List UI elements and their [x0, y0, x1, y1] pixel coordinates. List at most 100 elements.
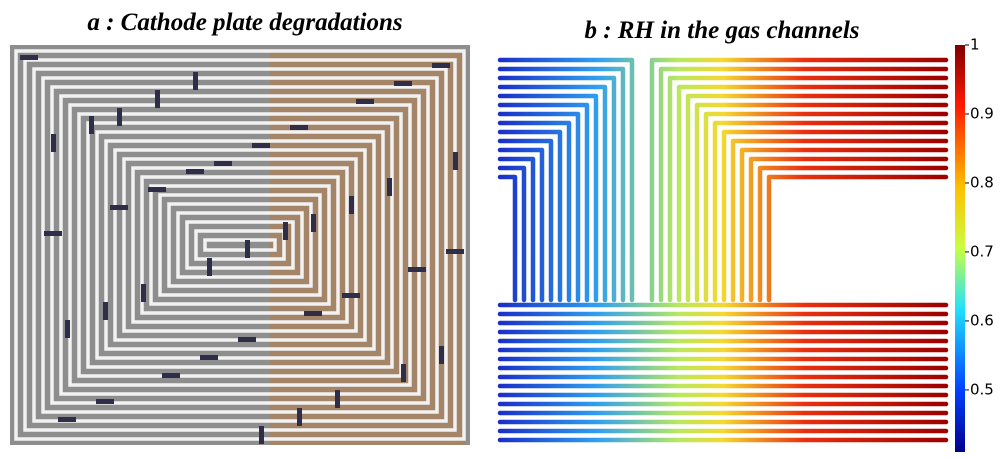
channel [176, 211, 304, 279]
rib-mark [110, 205, 128, 210]
channel [194, 229, 286, 261]
channel [203, 238, 277, 252]
channel [649, 57, 949, 303]
rib-mark [141, 284, 146, 302]
rib-mark [186, 169, 204, 174]
rib-mark [446, 249, 464, 254]
channel [497, 147, 545, 303]
channel [497, 111, 581, 303]
rib-mark [387, 178, 392, 196]
colorbar-tick-label: 0.6 [970, 311, 994, 329]
channel [23, 58, 457, 432]
channel [497, 102, 590, 303]
rib-mark [356, 99, 374, 104]
channel [497, 129, 563, 303]
channel [497, 57, 635, 303]
channel [497, 120, 572, 303]
channel [694, 102, 949, 303]
channel [497, 165, 527, 303]
rib-mark [214, 161, 232, 166]
channel [185, 220, 295, 270]
rib-mark [117, 108, 122, 126]
rib-mark [155, 90, 160, 108]
rib-mark [89, 116, 94, 134]
panel-title: b : RH in the gas channels [584, 17, 859, 44]
channel [712, 120, 949, 303]
rib-mark [103, 302, 108, 320]
rib-mark [51, 134, 56, 152]
rib-mark [44, 231, 62, 236]
rib-mark [283, 222, 288, 240]
channel [158, 193, 322, 297]
rib-mark [148, 187, 166, 192]
rib-mark [65, 320, 70, 338]
rib-mark [252, 143, 270, 148]
colorbar-tick-label: 0.7 [970, 242, 994, 260]
channel [32, 67, 448, 423]
channel [497, 66, 626, 303]
rib-mark [342, 293, 360, 298]
channel [104, 139, 376, 351]
colorbar-axis: 1 0.9 0.8 0.7 0.6 0.5 [965, 36, 994, 398]
rib-mark [439, 346, 444, 364]
channel [685, 93, 949, 303]
rib-mark [349, 196, 354, 214]
colorbar [955, 45, 965, 452]
channel [86, 121, 394, 369]
rib-mark [58, 417, 76, 422]
channel [149, 184, 331, 306]
channel [721, 129, 949, 303]
rib-mark [290, 125, 308, 130]
rib-mark [408, 267, 426, 272]
rib-mark [96, 399, 114, 404]
channel [140, 175, 340, 315]
rib-mark [453, 152, 458, 170]
channel [41, 76, 439, 414]
rib-mark [193, 72, 198, 90]
channel [95, 130, 385, 360]
channel [59, 94, 421, 396]
plate-channels [14, 49, 466, 444]
rib-mark [259, 426, 264, 444]
rib-mark [20, 55, 38, 60]
channel [730, 138, 949, 303]
channel [676, 84, 949, 303]
rib-mark [238, 337, 256, 342]
rib-mark [394, 81, 412, 86]
rib-mark [207, 258, 212, 276]
panel-title: a : Cathode plate degradations [87, 9, 402, 36]
channel [658, 66, 949, 303]
rh-channels [497, 57, 949, 443]
channel [667, 75, 949, 303]
channel [497, 138, 554, 303]
rib-mark [200, 355, 218, 360]
channel [748, 156, 949, 303]
colorbar-tick-label: 0.5 [970, 380, 994, 398]
channel [77, 112, 403, 378]
rib-mark [162, 373, 180, 378]
channel [497, 84, 608, 303]
colorbar-tick-label: 1 [970, 36, 980, 54]
rib-mark [335, 390, 340, 408]
channel [766, 174, 949, 303]
rib-mark [297, 408, 302, 426]
colorbar-tick-label: 0.8 [970, 173, 994, 191]
rib-mark [304, 311, 322, 316]
rib-mark [432, 63, 450, 68]
channel [703, 111, 949, 303]
channel [122, 157, 358, 333]
channel [497, 93, 599, 303]
channel [497, 75, 617, 303]
rib-mark [401, 364, 406, 382]
colorbar-tick-label: 0.9 [970, 104, 994, 122]
channel [14, 49, 466, 441]
channel [68, 103, 412, 387]
channel [497, 174, 518, 303]
channel [167, 202, 313, 288]
channel [497, 156, 536, 303]
channel [131, 166, 349, 324]
channel [757, 165, 949, 303]
rib-mark [245, 240, 250, 258]
channel [739, 147, 949, 303]
